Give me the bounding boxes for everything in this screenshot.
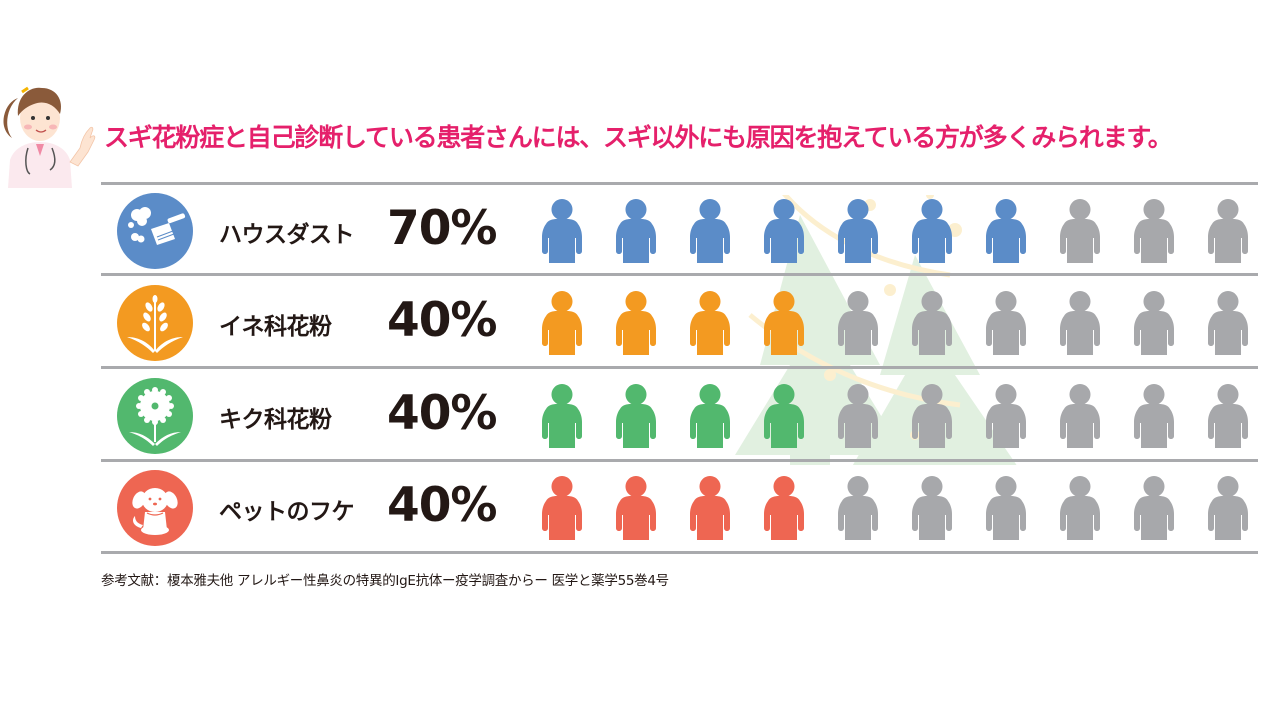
person-icon-empty bbox=[1191, 197, 1265, 265]
person-icon-empty bbox=[895, 474, 969, 542]
person-icon-empty bbox=[1117, 197, 1191, 265]
row-divider bbox=[101, 182, 1258, 185]
pictogram-row bbox=[525, 289, 1265, 357]
person-icon-empty bbox=[1191, 474, 1265, 542]
person-icon-empty bbox=[1191, 382, 1265, 450]
person-icon-filled bbox=[895, 197, 969, 265]
row-divider bbox=[101, 459, 1258, 462]
person-icon-filled bbox=[673, 474, 747, 542]
percentage-value: 70% bbox=[387, 201, 497, 256]
row-grass-pollen: イネ科花粉 40% bbox=[101, 277, 1258, 365]
pictogram-row bbox=[525, 474, 1265, 542]
person-icon-empty bbox=[969, 474, 1043, 542]
percentage-value: 40% bbox=[387, 386, 497, 441]
person-icon-filled bbox=[599, 382, 673, 450]
person-icon-filled bbox=[525, 382, 599, 450]
person-icon-filled bbox=[599, 289, 673, 357]
person-icon-filled bbox=[821, 197, 895, 265]
person-icon-filled bbox=[599, 197, 673, 265]
reference-citation: 参考文献：榎本雅夫他 アレルギー性鼻炎の特異的IgE抗体ー疫学調査からー 医学と… bbox=[101, 573, 669, 589]
pictogram-row bbox=[525, 382, 1265, 450]
row-divider bbox=[101, 273, 1258, 276]
doctor-illustration bbox=[0, 78, 106, 188]
category-label: キク科花粉 bbox=[219, 407, 332, 433]
category-label: ハウスダスト bbox=[219, 222, 355, 248]
person-icon-empty bbox=[895, 382, 969, 450]
person-icon-filled bbox=[599, 474, 673, 542]
row-divider bbox=[101, 366, 1258, 369]
row-house-dust: ハウスダスト 70% bbox=[101, 185, 1258, 273]
grass-plant-icon bbox=[117, 285, 193, 361]
person-icon-filled bbox=[747, 289, 821, 357]
person-icon-empty bbox=[1191, 289, 1265, 357]
person-icon-filled bbox=[525, 289, 599, 357]
percentage-value: 40% bbox=[387, 478, 497, 533]
person-icon-empty bbox=[821, 474, 895, 542]
person-icon-empty bbox=[1043, 382, 1117, 450]
person-icon-empty bbox=[1117, 474, 1191, 542]
category-label: イネ科花粉 bbox=[219, 314, 332, 340]
person-icon-filled bbox=[969, 197, 1043, 265]
person-icon-filled bbox=[747, 197, 821, 265]
person-icon-empty bbox=[1117, 289, 1191, 357]
person-icon-empty bbox=[969, 382, 1043, 450]
person-icon-empty bbox=[1043, 197, 1117, 265]
row-divider bbox=[101, 551, 1258, 554]
person-icon-empty bbox=[1043, 474, 1117, 542]
dog-icon bbox=[117, 470, 193, 546]
daisy-flower-icon bbox=[117, 378, 193, 454]
person-icon-filled bbox=[525, 197, 599, 265]
percentage-value: 40% bbox=[387, 293, 497, 348]
person-icon-empty bbox=[895, 289, 969, 357]
category-label: ペットのフケ bbox=[219, 499, 355, 525]
headline: スギ花粉症と自己診断している患者さんには、スギ以外にも原因を抱えている方が多くみ… bbox=[104, 123, 1173, 152]
pictogram-row bbox=[525, 197, 1265, 265]
person-icon-empty bbox=[1043, 289, 1117, 357]
row-compositae-pollen: キク科花粉 40% bbox=[101, 370, 1258, 458]
person-icon-empty bbox=[969, 289, 1043, 357]
person-icon-filled bbox=[673, 197, 747, 265]
person-icon-filled bbox=[747, 382, 821, 450]
person-icon-empty bbox=[821, 382, 895, 450]
person-icon-empty bbox=[1117, 382, 1191, 450]
row-pet-dander: ペットのフケ 40% bbox=[101, 462, 1258, 550]
person-icon-empty bbox=[821, 289, 895, 357]
person-icon-filled bbox=[673, 382, 747, 450]
person-icon-filled bbox=[525, 474, 599, 542]
duster-dust-icon bbox=[117, 193, 193, 269]
person-icon-filled bbox=[673, 289, 747, 357]
person-icon-filled bbox=[747, 474, 821, 542]
